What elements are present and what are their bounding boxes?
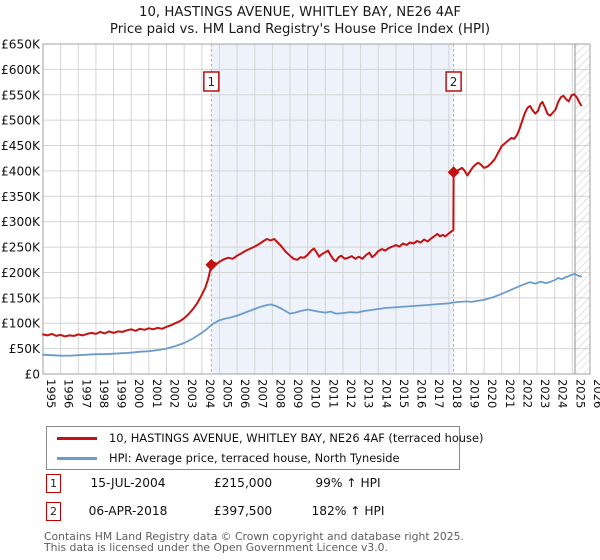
svg-text:2008: 2008 bbox=[273, 379, 287, 408]
price-chart: 1 2 £0 £50K £100K £150K £200K £250K £300K £350K £4… bbox=[1, 38, 600, 409]
sale-label-text-2: 2 bbox=[450, 75, 458, 89]
transaction-1-hpi-change: 99% ↑ HPI bbox=[315, 476, 381, 490]
svg-text:£300K: £300K bbox=[1, 215, 41, 229]
svg-text:2019: 2019 bbox=[467, 379, 481, 408]
sale-label-box-2 bbox=[445, 71, 462, 92]
svg-text:£450K: £450K bbox=[1, 139, 41, 153]
chart-legend: 10, HASTINGS AVENUE, WHITLEY BAY, NE26 4… bbox=[46, 426, 483, 470]
svg-text:2024: 2024 bbox=[556, 379, 570, 408]
svg-text:2025: 2025 bbox=[573, 379, 587, 408]
transaction-2-hpi-change: 182% ↑ HPI bbox=[311, 504, 385, 518]
svg-text:2002: 2002 bbox=[168, 379, 182, 408]
svg-text:2007: 2007 bbox=[256, 379, 270, 408]
svg-text:2022: 2022 bbox=[520, 379, 534, 408]
svg-text:£250K: £250K bbox=[1, 241, 41, 255]
legend-item-hpi: HPI: Average price, terraced house, Nort… bbox=[47, 450, 459, 467]
sale-label-box-1 bbox=[203, 71, 220, 92]
svg-text:1999: 1999 bbox=[115, 379, 129, 408]
transaction-1-date: 15-JUL-2004 bbox=[90, 476, 166, 490]
future-hatch-region bbox=[575, 44, 590, 374]
page-subtitle: Price paid vs. HM Land Registry's House … bbox=[109, 22, 491, 37]
legend-item-price: 10, HASTINGS AVENUE, WHITLEY BAY, NE26 4… bbox=[47, 430, 483, 447]
transaction-2-date: 06-APR-2018 bbox=[88, 504, 168, 518]
svg-text:2005: 2005 bbox=[220, 379, 234, 408]
svg-text:£50K: £50K bbox=[9, 342, 41, 356]
svg-text:1996: 1996 bbox=[62, 379, 76, 408]
legend-label-price: 10, HASTINGS AVENUE, WHITLEY BAY, NE26 4… bbox=[109, 431, 484, 445]
svg-text:2018: 2018 bbox=[450, 379, 464, 408]
transaction-row: 1 15-JUL-2004 £215,000 99% ↑ HPI bbox=[0, 474, 600, 494]
svg-text:2010: 2010 bbox=[309, 379, 323, 408]
svg-text:£600K: £600K bbox=[1, 63, 41, 77]
svg-text:2014: 2014 bbox=[379, 379, 393, 408]
svg-text:2009: 2009 bbox=[291, 379, 305, 408]
plot-border bbox=[42, 43, 591, 375]
transaction-row: 2 06-APR-2018 £397,500 182% ↑ HPI bbox=[0, 502, 600, 522]
footer-licence: This data is licensed under the Open Gov… bbox=[44, 541, 388, 554]
svg-text:2001: 2001 bbox=[150, 379, 164, 408]
svg-text:2023: 2023 bbox=[538, 379, 552, 408]
svg-text:£200K: £200K bbox=[1, 266, 41, 280]
transaction-1-marker: 1 bbox=[46, 474, 61, 493]
legend-label-hpi: HPI: Average price, terraced house, Nort… bbox=[109, 451, 400, 465]
price-line-swatch bbox=[57, 436, 97, 440]
svg-text:£100K: £100K bbox=[1, 317, 41, 331]
svg-text:1995: 1995 bbox=[44, 379, 58, 408]
svg-text:£150K: £150K bbox=[1, 291, 41, 305]
svg-text:2000: 2000 bbox=[132, 379, 146, 408]
svg-text:£550K: £550K bbox=[1, 88, 41, 102]
svg-text:2006: 2006 bbox=[238, 379, 252, 408]
svg-text:£400K: £400K bbox=[1, 164, 41, 178]
svg-text:2016: 2016 bbox=[415, 379, 429, 408]
svg-text:£650K: £650K bbox=[1, 38, 41, 52]
y-axis-labels: £0 £50K £100K £150K £200K £250K £300K £350K £400… bbox=[1, 38, 41, 382]
hpi-line-swatch bbox=[57, 456, 97, 460]
transaction-2-price: £397,500 bbox=[213, 504, 273, 518]
svg-text:2011: 2011 bbox=[326, 379, 340, 408]
transaction-1-price: £215,000 bbox=[213, 476, 273, 490]
page-title: 10, HASTINGS AVENUE, WHITLEY BAY, NE26 4… bbox=[139, 5, 461, 20]
hpi-series-line bbox=[42, 273, 583, 357]
svg-text:2003: 2003 bbox=[185, 379, 199, 408]
sale-label-text-1: 1 bbox=[208, 75, 216, 89]
footer-attribution: Contains HM Land Registry data © Crown c… bbox=[44, 530, 464, 543]
svg-text:2026: 2026 bbox=[591, 379, 600, 408]
svg-text:2017: 2017 bbox=[432, 379, 446, 408]
svg-text:2020: 2020 bbox=[485, 379, 499, 408]
x-axis-labels: 1995 1996 1997 1998 1999 2000 2001 2002 2003 2004… bbox=[44, 379, 600, 408]
between-sales-shaded-region bbox=[211, 44, 454, 374]
price-series-line bbox=[42, 93, 583, 338]
svg-text:2012: 2012 bbox=[344, 379, 358, 408]
svg-text:2013: 2013 bbox=[362, 379, 376, 408]
svg-text:2015: 2015 bbox=[397, 379, 411, 408]
svg-text:£350K: £350K bbox=[1, 190, 41, 204]
svg-text:£0: £0 bbox=[24, 368, 40, 382]
svg-text:1998: 1998 bbox=[97, 379, 111, 408]
svg-text:£500K: £500K bbox=[1, 114, 41, 128]
svg-text:2004: 2004 bbox=[203, 379, 217, 408]
transaction-2-marker: 2 bbox=[46, 502, 61, 521]
svg-text:2021: 2021 bbox=[503, 379, 517, 408]
svg-text:1997: 1997 bbox=[79, 379, 93, 408]
